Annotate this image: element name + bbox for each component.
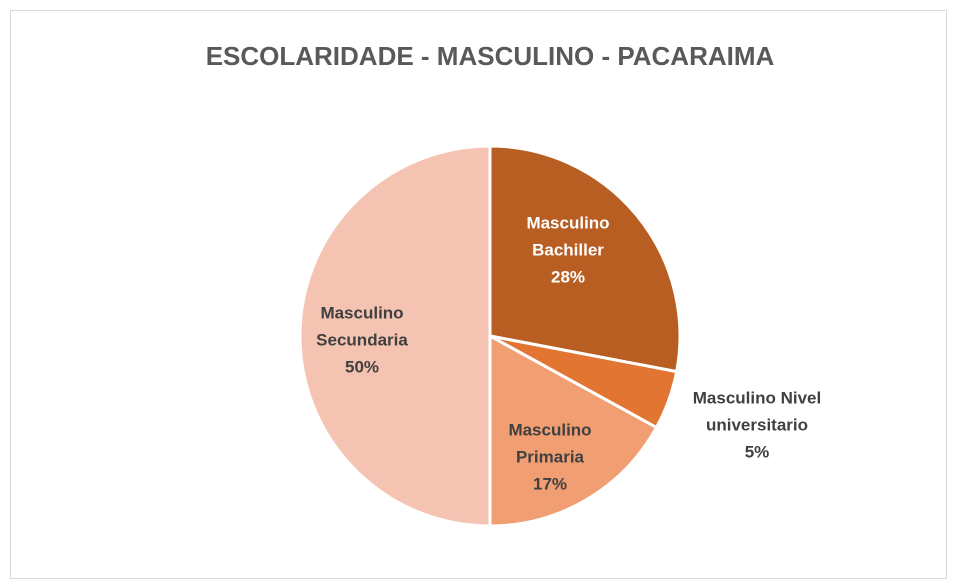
slice-value: 50%: [344, 357, 380, 377]
pie-slice: [488, 333, 659, 528]
slice-name: Masculino Primaria: [508, 420, 592, 467]
slice-value: 5%: [744, 442, 770, 462]
pie-slice: [298, 144, 492, 528]
slice-name: Masculino Bachiller: [526, 213, 610, 260]
slice-value: 17%: [532, 474, 568, 494]
slice-label: Masculino Nivel universitario 5%: [670, 385, 845, 466]
chart-title: ESCOLARIDADE - MASCULINO - PACARAIMA: [206, 41, 775, 71]
slice-label: Masculino Bachiller 28%: [508, 210, 628, 291]
slice-label: Masculino Secundaria 50%: [302, 300, 422, 381]
slice-name: Masculino Nivel universitario: [692, 388, 822, 435]
slice-name: Masculino Secundaria: [316, 303, 408, 350]
pie-slice: [488, 144, 682, 374]
slice-value: 28%: [550, 267, 586, 287]
slice-label: Masculino Primaria 17%: [490, 417, 610, 498]
